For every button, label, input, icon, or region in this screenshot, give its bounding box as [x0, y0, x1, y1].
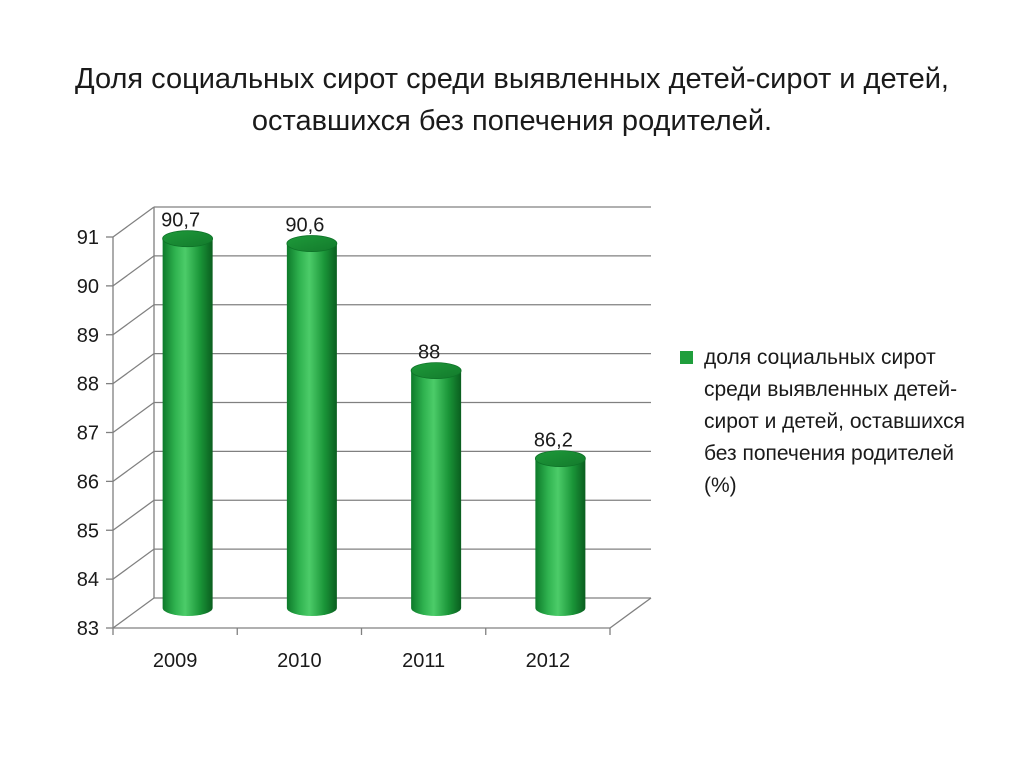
y-tick-label: 84 — [77, 569, 99, 591]
y-tick-label: 89 — [77, 325, 99, 347]
gridline-depth — [112, 450, 155, 482]
gridline-depth — [112, 597, 155, 629]
bar-body — [162, 238, 213, 616]
legend-label: доля социальных сирот среди выявленных д… — [704, 346, 965, 497]
bar-top — [162, 230, 214, 248]
y-tick-label: 87 — [77, 423, 99, 445]
gridline-depth — [112, 304, 155, 336]
x-tick-label: 2010 — [277, 650, 322, 672]
data-label: 86,2 — [534, 430, 573, 452]
gridline-depth — [112, 353, 155, 385]
bar-body — [535, 458, 586, 616]
x-tick-label: 2009 — [153, 650, 198, 672]
bar — [410, 362, 462, 616]
y-tick-label: 85 — [77, 520, 99, 542]
bar-body — [411, 370, 462, 616]
chart-title: Доля социальных сирот среди выявленных д… — [75, 63, 949, 137]
y-tick-label: 83 — [77, 618, 99, 640]
gridline-depth — [112, 548, 155, 580]
data-label: 90,6 — [285, 215, 324, 237]
y-tick-label: 88 — [77, 374, 99, 396]
bar-layer — [162, 230, 586, 617]
x-tick-label: 2011 — [402, 650, 445, 672]
bar-top — [286, 235, 338, 252]
bar-top — [534, 450, 586, 468]
y-tick-label: 90 — [77, 276, 99, 298]
bar — [286, 235, 338, 617]
axis-layer: 83 84 85 86 87 88 89 90 91 2009 2010 2011 2012 — [77, 227, 611, 672]
y-tick-label: 91 — [77, 227, 99, 249]
data-label-layer: 90,7 90,6 88 86,2 — [161, 210, 573, 452]
floor-right-edge — [609, 597, 652, 629]
gridline-depth — [112, 401, 155, 434]
bar-body — [286, 243, 337, 617]
x-tick-label: 2012 — [526, 650, 571, 672]
legend: доля социальных сирот среди выявленных д… — [680, 342, 980, 502]
bar — [534, 450, 586, 616]
gridline-depth — [112, 206, 155, 238]
data-label: 88 — [418, 342, 440, 364]
gridline-depth — [112, 499, 155, 531]
bar-top — [410, 362, 462, 380]
legend-swatch — [680, 351, 693, 364]
data-label: 90,7 — [161, 210, 200, 232]
y-tick-label: 86 — [77, 471, 99, 493]
bar — [162, 230, 214, 616]
gridline-depth — [112, 255, 155, 287]
